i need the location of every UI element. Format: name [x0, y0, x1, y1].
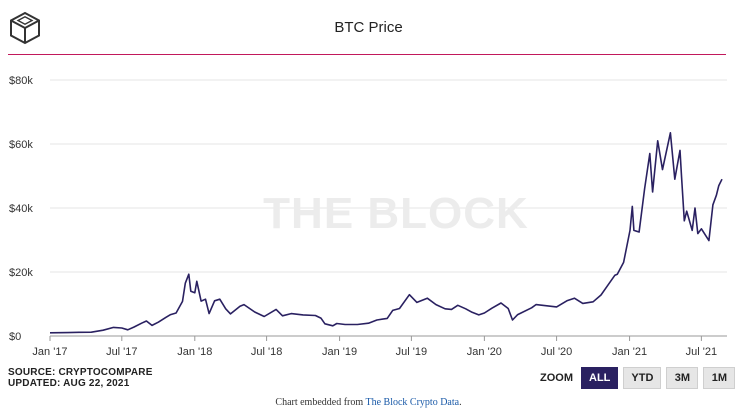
zoom-label: ZOOM [540, 372, 573, 384]
zoom-1m-button[interactable]: 1M [703, 367, 736, 389]
x-axis-ticks: Jan '17 Jul '17 Jan '18 Jul '18 Jan '19 Jul '… [32, 336, 717, 358]
zoom-controls: ZOOM ALL YTD 3M 1M [540, 366, 737, 390]
x-tick-label: Jan '20 [467, 346, 502, 358]
zoom-3m-button[interactable]: 3M [666, 367, 699, 389]
footer-suffix: . [459, 397, 462, 408]
updated-line: UPDATED: AUG 22, 2021 [8, 378, 130, 389]
y-tick-label: $60k [9, 139, 33, 151]
y-tick-label: $20k [9, 267, 33, 279]
x-tick-label: Jul '19 [396, 346, 427, 358]
btc-price-chart[interactable]: THE BLOCK $0 $20k $40k $60k $80k Jan '17 Jul … [0, 60, 737, 360]
y-tick-label: $40k [9, 203, 33, 215]
y-tick-label: $80k [9, 75, 33, 87]
x-tick-label: Jan '17 [32, 346, 67, 358]
footer-prefix: Chart embedded from [275, 397, 366, 408]
y-tick-label: $0 [9, 331, 21, 343]
the-block-data-link[interactable]: The Block Crypto Data [365, 397, 460, 408]
chart-title: BTC Price [334, 19, 403, 36]
chart-canvas[interactable]: THE BLOCK $0 $20k $40k $60k $80k Jan '17 Jul … [0, 60, 737, 360]
x-tick-label: Jul '18 [251, 346, 282, 358]
gridlines [50, 79, 727, 273]
x-tick-label: Jan '19 [322, 346, 357, 358]
chart-header: BTC Price [0, 0, 737, 56]
series-line-btc[interactable] [49, 132, 723, 334]
zoom-all-button[interactable]: ALL [581, 367, 619, 389]
x-tick-label: Jan '18 [177, 346, 212, 358]
title-divider [8, 54, 726, 55]
source-note: SOURCE: CRYPTOCOMPARE UPDATED: AUG 22, 2… [8, 367, 153, 389]
source-line: SOURCE: CRYPTOCOMPARE [8, 367, 153, 378]
x-tick-label: Jul '17 [106, 346, 137, 358]
y-axis-ticks: $0 $20k $40k $60k $80k [9, 75, 33, 343]
watermark-text: THE BLOCK [263, 189, 529, 238]
zoom-ytd-button[interactable]: YTD [623, 367, 662, 389]
embed-footer: Chart embedded from The Block Crypto Dat… [0, 397, 737, 408]
cube-icon[interactable] [8, 11, 42, 45]
x-tick-label: Jul '20 [541, 346, 572, 358]
x-tick-label: Jul '21 [686, 346, 717, 358]
x-tick-label: Jan '21 [612, 346, 647, 358]
